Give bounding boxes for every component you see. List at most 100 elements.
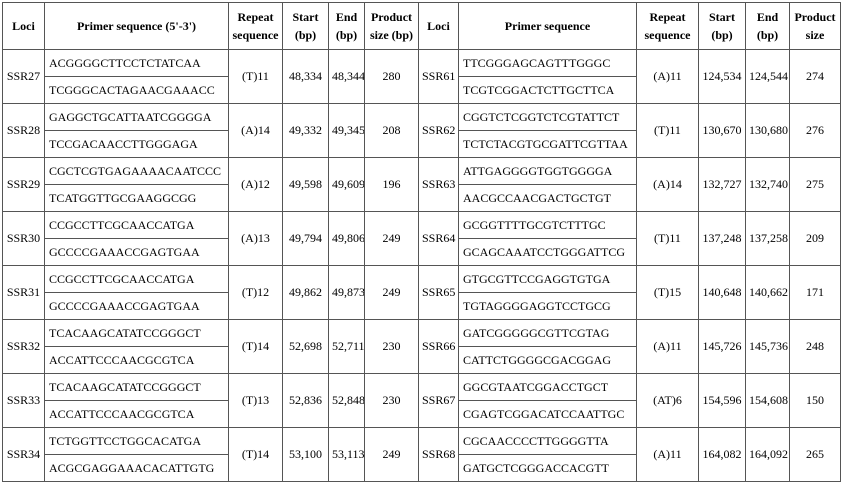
- end-cell: 154,608: [745, 373, 790, 428]
- locus-cell: SSR31: [2, 265, 45, 320]
- end-cell: 130,680: [745, 103, 790, 158]
- start-cell: 145,726: [698, 319, 746, 374]
- primer-cell: GCCCCGAAACCGAGTGAA: [44, 292, 229, 320]
- column-header: Product size: [789, 2, 841, 50]
- size-cell: 280: [364, 49, 419, 104]
- size-cell: 249: [364, 427, 419, 482]
- repeat-cell: (T)14: [228, 319, 283, 374]
- column-header: Start (bp): [282, 2, 329, 50]
- table-row: SSR27 ACGGGGCTTCCTCTATCAA (T)11 48,334 48,34…: [2, 49, 841, 104]
- end-cell: 53,113: [328, 427, 365, 482]
- table-row: SSR28 GAGGCTGCATTAATCGGGGA (A)14 49,332 49,3…: [2, 103, 841, 158]
- locus-cell: SSR66: [418, 319, 459, 374]
- primer-cell: ACCATTCCCAACGCGTCA: [44, 400, 229, 428]
- size-cell: 265: [789, 427, 841, 482]
- locus-cell: SSR29: [2, 157, 45, 212]
- column-header: Repeat sequence: [636, 2, 699, 50]
- repeat-cell: (T)13: [228, 373, 283, 428]
- column-header: Loci: [418, 2, 459, 50]
- end-cell: 49,806: [328, 211, 365, 266]
- primer-cell: CATTCTGGGGCGACGGAG: [458, 346, 637, 374]
- end-cell: 52,848: [328, 373, 365, 428]
- table-row: ACCATTCCCAACGCGTCA CGAGTCGGACATCCAATTGC: [3, 400, 841, 428]
- size-cell: 248: [789, 319, 841, 374]
- start-cell: 49,862: [282, 265, 329, 320]
- start-cell: 132,727: [698, 157, 746, 212]
- primer-cell: TCTGGTTCCTGGCACATGA: [44, 427, 229, 455]
- locus-cell: SSR33: [2, 373, 45, 428]
- end-cell: 49,609: [328, 157, 365, 212]
- table-row: SSR31 CCGCCTTCGCAACCATGA (T)12 49,862 49,873…: [2, 265, 841, 320]
- column-header: Primer sequence (5'-3'): [44, 2, 229, 50]
- start-cell: 140,648: [698, 265, 746, 320]
- primer-cell: ACGCGAGGAAACACATTGTG: [44, 454, 229, 482]
- locus-cell: SSR61: [418, 49, 459, 104]
- locus-cell: SSR28: [2, 103, 45, 158]
- primer-cell: TCACAAGCATATCCGGGCT: [44, 319, 229, 347]
- repeat-cell: (T)11: [228, 49, 283, 104]
- end-cell: 48,344: [328, 49, 365, 104]
- table-row: SSR32 TCACAAGCATATCCGGGCT (T)14 52,698 52,71…: [2, 319, 841, 374]
- repeat-cell: (T)14: [228, 427, 283, 482]
- start-cell: 53,100: [282, 427, 329, 482]
- primer-cell: GTGCGTTCCGAGGTGTGA: [458, 265, 637, 293]
- start-cell: 137,248: [698, 211, 746, 266]
- size-cell: 230: [364, 319, 419, 374]
- start-cell: 124,534: [698, 49, 746, 104]
- table-row: GCCCCGAAACCGAGTGAA GCAGCAAATCCTGGGATTCG: [3, 238, 841, 266]
- table-row: SSR34 TCTGGTTCCTGGCACATGA (T)14 53,100 53,11…: [2, 427, 841, 482]
- start-cell: 49,794: [282, 211, 329, 266]
- primer-cell: GATCGGGGGCGTTCGTAG: [458, 319, 637, 347]
- primer-cell: CCGCCTTCGCAACCATGA: [44, 211, 229, 239]
- repeat-cell: (T)12: [228, 265, 283, 320]
- repeat-cell: (A)14: [636, 157, 699, 212]
- repeat-cell: (A)14: [228, 103, 283, 158]
- column-header: Primer sequence: [458, 2, 637, 50]
- end-cell: 49,345: [328, 103, 365, 158]
- repeat-cell: (T)11: [636, 103, 699, 158]
- start-cell: 154,596: [698, 373, 746, 428]
- repeat-cell: (A)13: [228, 211, 283, 266]
- locus-cell: SSR34: [2, 427, 45, 482]
- start-cell: 52,836: [282, 373, 329, 428]
- primer-cell: AACGCCAACGACTGCTGT: [458, 184, 637, 212]
- primer-cell: GCGGTTTTGCGTCTTTGC: [458, 211, 637, 239]
- primer-cell: TCGTCGGACTCTTGCTTCA: [458, 76, 637, 104]
- primer-cell: CGCTCGTGAGAAAACAATCCC: [44, 157, 229, 185]
- primer-cell: ACCATTCCCAACGCGTCA: [44, 346, 229, 374]
- repeat-cell: (T)15: [636, 265, 699, 320]
- primer-cell: TGTAGGGGAGGTCCTGCG: [458, 292, 637, 320]
- locus-cell: SSR68: [418, 427, 459, 482]
- locus-cell: SSR62: [418, 103, 459, 158]
- locus-cell: SSR64: [418, 211, 459, 266]
- size-cell: 150: [789, 373, 841, 428]
- primer-cell: CCGCCTTCGCAACCATGA: [44, 265, 229, 293]
- primer-cell: CGAGTCGGACATCCAATTGC: [458, 400, 637, 428]
- repeat-cell: (A)11: [636, 49, 699, 104]
- primer-cell: TCTCTACGTGCGATTCGTTAA: [458, 130, 637, 158]
- locus-cell: SSR63: [418, 157, 459, 212]
- start-cell: 49,598: [282, 157, 329, 212]
- primer-cell: GAGGCTGCATTAATCGGGGA: [44, 103, 229, 131]
- primer-cell: TCGGGCACTAGAACGAAACC: [44, 76, 229, 104]
- locus-cell: SSR32: [2, 319, 45, 374]
- primer-cell: GGCGTAATCGGACCTGCT: [458, 373, 637, 401]
- primer-cell: GCAGCAAATCCTGGGATTCG: [458, 238, 637, 266]
- table-row: ACCATTCCCAACGCGTCA CATTCTGGGGCGACGGAG: [3, 346, 841, 374]
- end-cell: 145,736: [745, 319, 790, 374]
- size-cell: 171: [789, 265, 841, 320]
- size-cell: 274: [789, 49, 841, 104]
- primer-cell: GCCCCGAAACCGAGTGAA: [44, 238, 229, 266]
- start-cell: 164,082: [698, 427, 746, 482]
- size-cell: 276: [789, 103, 841, 158]
- size-cell: 209: [789, 211, 841, 266]
- table-body: SSR27 ACGGGGCTTCCTCTATCAA (T)11 48,334 48,34…: [2, 49, 841, 482]
- size-cell: 275: [789, 157, 841, 212]
- end-cell: 164,092: [745, 427, 790, 482]
- column-header: End (bp): [745, 2, 790, 50]
- end-cell: 124,544: [745, 49, 790, 104]
- start-cell: 52,698: [282, 319, 329, 374]
- primer-cell: GATGCTCGGGACCACGTT: [458, 454, 637, 482]
